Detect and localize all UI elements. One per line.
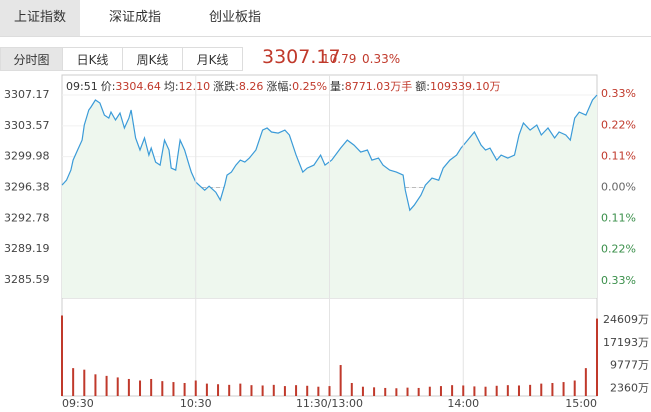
- volume-bar: [205, 383, 208, 396]
- quote-change: 10.79: [322, 52, 357, 66]
- volume-bar: [495, 385, 498, 396]
- y-tick-label: 3289.19: [4, 242, 50, 255]
- y-tick-label: 3285.59: [4, 273, 50, 286]
- y-tick-label: 3303.57: [4, 119, 50, 132]
- y-tick-label: 3307.17: [4, 88, 50, 101]
- volume-bar: [551, 382, 554, 396]
- volume-bar: [484, 386, 487, 396]
- volume-bar: [529, 384, 532, 396]
- info-label: 额:: [415, 80, 430, 93]
- volume-bar: [139, 380, 142, 396]
- volume-bar: [272, 384, 275, 396]
- volume-bar: [261, 385, 264, 396]
- info-label: 价:: [100, 80, 116, 93]
- info-value: 3304.64: [115, 80, 161, 93]
- y2-tick-label: 0.33%: [601, 87, 636, 100]
- info-label: 涨幅:: [266, 80, 293, 93]
- price-line: [61, 94, 598, 212]
- volume-bar: [428, 386, 431, 396]
- volume-bar: [83, 369, 86, 396]
- volume-bar: [306, 385, 309, 396]
- info-label: 均:: [163, 80, 179, 93]
- volume-bar: [194, 380, 197, 396]
- x-tick-label: 09:30: [62, 397, 94, 410]
- info-value: 8.26: [238, 80, 264, 93]
- volume-bar: [406, 387, 409, 396]
- y2-tick-label: 0.11%: [601, 149, 636, 162]
- volume-bar: [116, 377, 119, 396]
- volume-bar: [373, 387, 376, 396]
- y-tick-label: 3296.38: [4, 181, 50, 194]
- volume-bar: [150, 378, 153, 396]
- y-tick-label: 2360万: [610, 382, 649, 395]
- index-tab[interactable]: 深证成指: [108, 10, 161, 25]
- volume-bar: [161, 381, 164, 396]
- volume-bar: [473, 386, 476, 396]
- x-tick-label: 14:00: [447, 397, 479, 410]
- volume-bar: [217, 384, 220, 396]
- info-line: 09:51 价:3304.64 均:12.10 涨跌:8.26 涨幅:0.25% 量:87…: [66, 78, 503, 94]
- volume-bar: [239, 383, 242, 396]
- quote-price: 3307.17: [262, 46, 341, 68]
- divider: [0, 36, 651, 37]
- volume-bar: [573, 380, 576, 396]
- info-value: 8771.03万手: [344, 80, 413, 93]
- volume-bar: [584, 368, 587, 396]
- volume-bar: [462, 385, 465, 396]
- volume-bar: [596, 318, 598, 396]
- y2-tick-label: 0.11%: [601, 212, 636, 225]
- y2-tick-label: 0.33%: [601, 274, 636, 287]
- volume-bar: [283, 386, 286, 396]
- y2-tick-label: 0.00%: [601, 180, 636, 193]
- volume-bar: [451, 385, 454, 396]
- info-value: 12.10: [178, 80, 211, 93]
- quote-change-pct: 0.33%: [362, 52, 401, 66]
- volume-bar: [127, 378, 130, 396]
- index-tab[interactable]: 创业板指: [208, 10, 261, 25]
- volume-bar: [250, 385, 253, 396]
- x-tick-label: 15:00: [565, 397, 597, 410]
- index-tab[interactable]: 上证指数: [0, 0, 80, 36]
- volume-bar: [172, 382, 175, 396]
- y-tick-label: 17193万: [603, 336, 649, 349]
- y-tick-label: 3292.78: [4, 211, 50, 224]
- volume-bar: [417, 387, 420, 396]
- volume-bar: [361, 386, 364, 396]
- info-value: 0.25%: [292, 80, 328, 93]
- view-tab[interactable]: 分时图: [0, 47, 63, 71]
- info-time: 09:51: [66, 80, 98, 93]
- volume-bar: [228, 384, 231, 396]
- y2-tick-label: 0.22%: [601, 243, 636, 256]
- volume-bar: [517, 385, 520, 396]
- volume-bar: [183, 382, 186, 396]
- volume-bar: [317, 386, 320, 396]
- volume-bar: [395, 388, 398, 396]
- volume-bar: [328, 386, 331, 396]
- info-label: 量:: [330, 80, 345, 93]
- volume-bar: [562, 382, 565, 396]
- volume-bar: [295, 385, 298, 396]
- x-tick-label: 10:30: [180, 397, 212, 410]
- volume-bar: [384, 387, 387, 396]
- volume-bar: [439, 386, 442, 396]
- volume-bar: [105, 375, 108, 396]
- volume-bar: [72, 368, 75, 396]
- volume-bar: [350, 382, 353, 396]
- x-tick-label: 11:30/13:00: [296, 397, 363, 410]
- info-label: 涨跌:: [213, 80, 239, 93]
- volume-bar: [540, 383, 543, 396]
- volume-bar: [94, 374, 97, 396]
- volume-bar: [506, 385, 509, 396]
- y-tick-label: 24609万: [603, 313, 649, 326]
- y2-tick-label: 0.22%: [601, 118, 636, 131]
- y-tick-label: 9777万: [610, 359, 649, 372]
- info-value: 109339.10万: [429, 80, 501, 93]
- volume-bar: [339, 365, 342, 396]
- y-tick-label: 3299.98: [4, 150, 50, 163]
- volume-bar: [61, 315, 63, 396]
- view-tab[interactable]: 月K线: [182, 47, 243, 71]
